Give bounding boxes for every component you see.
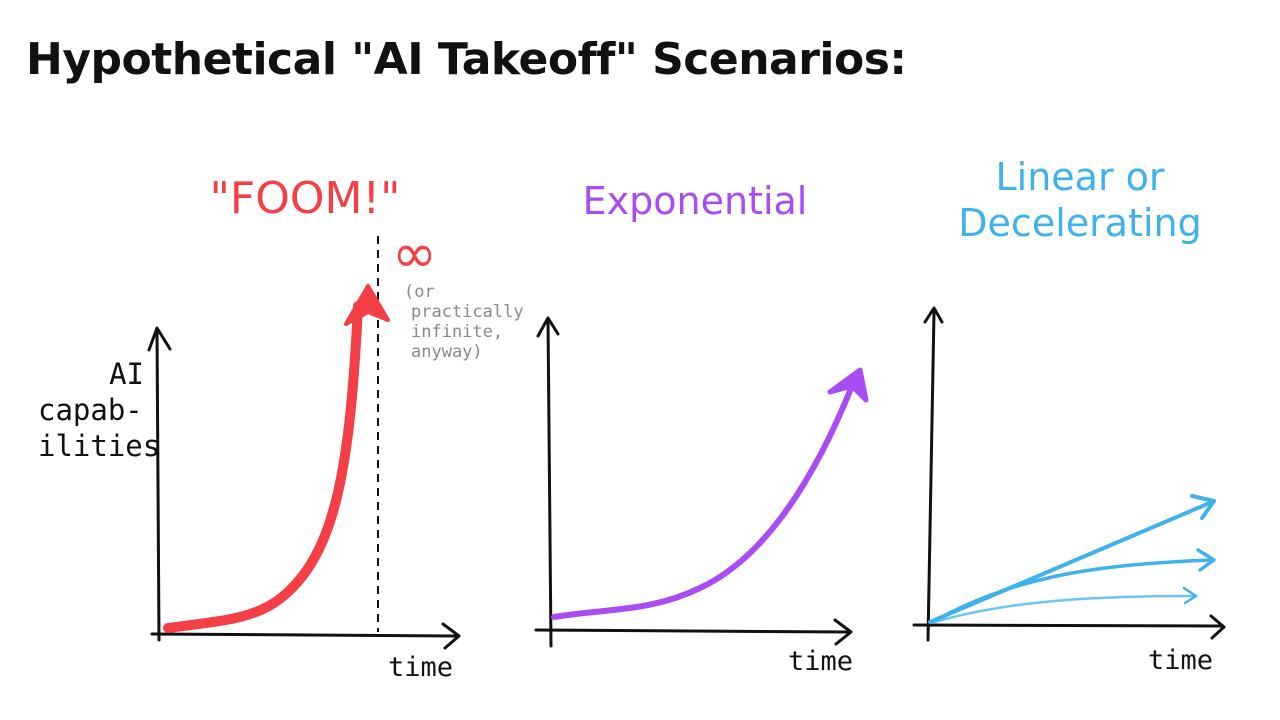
linear-arrowhead	[1190, 494, 1216, 520]
foom-heading: "FOOM!"	[209, 173, 401, 224]
y-axis-label-line-3: ilities	[38, 429, 161, 463]
infinity-note-line-4: anyway)	[411, 342, 483, 362]
infinity-icon: ∞	[392, 222, 437, 285]
exponential-arrowhead	[827, 367, 869, 403]
foom-x-arrowhead	[441, 622, 461, 650]
foom-arrowhead	[344, 284, 390, 326]
foom-x-label: time	[388, 652, 454, 683]
exponential-axes	[534, 316, 853, 648]
decelerating-arrowhead	[1196, 548, 1216, 572]
page-title: Hypothetical "AI Takeoff" Scenarios:	[26, 34, 907, 85]
y-axis-label-line-1: AI	[109, 357, 144, 391]
foom-x-axis	[150, 632, 458, 638]
plateau-arrowhead	[1182, 586, 1198, 605]
exponential-y-axis	[546, 318, 553, 648]
infinity-symbol: ∞	[392, 222, 437, 285]
linear-y-arrowhead	[923, 306, 944, 324]
linear-y-axis	[926, 310, 936, 642]
exponential-x-axis	[534, 628, 850, 634]
infinity-note: (or practically infinite, anyway)	[404, 282, 524, 362]
linear-axes	[912, 306, 1226, 642]
exponential-x-label: time	[788, 646, 854, 677]
infinity-note-line-3: infinite,	[411, 322, 504, 342]
linear-heading-line-2: Decelerating	[958, 201, 1202, 245]
exponential-x-arrowhead	[833, 618, 853, 646]
linear-x-label: time	[1148, 645, 1214, 676]
decelerating-curve	[930, 558, 1214, 624]
exponential-heading: Exponential	[582, 179, 808, 223]
foom-curve	[163, 301, 363, 633]
plateau-curve	[933, 594, 1196, 624]
foom-axes	[147, 326, 461, 650]
exponential-curve	[551, 383, 855, 620]
linear-curves	[928, 494, 1216, 624]
foom-y-axis	[155, 328, 161, 642]
y-axis-label: AI capab- ilities	[34, 356, 161, 464]
linear-x-axis	[912, 623, 1224, 628]
linear-heading-line-1: Linear or	[995, 155, 1165, 199]
infinity-note-line-1: (or	[404, 282, 435, 302]
y-axis-label-line-2: capab-	[38, 393, 143, 427]
foom-y-arrowhead	[147, 326, 172, 352]
exponential-y-arrowhead	[536, 316, 560, 338]
infinity-note-line-2: practically	[411, 302, 524, 322]
linear-x-arrowhead	[1209, 614, 1226, 640]
linear-heading: Linear or Decelerating	[930, 154, 1230, 246]
